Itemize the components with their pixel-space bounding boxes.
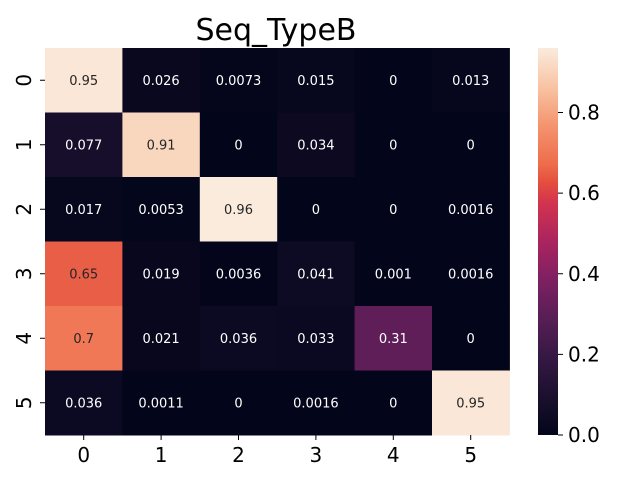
cell-label-r3-c4: 0.001 xyxy=(375,267,412,282)
heatmap-cells xyxy=(45,48,510,436)
cell-label-r5-c5: 0.95 xyxy=(456,396,485,411)
x-axis: 0 1 2 3 4 5 xyxy=(77,435,477,467)
heatmap-cell-r1-c2 xyxy=(199,112,278,178)
heatmap-cell-r2-c1 xyxy=(122,177,201,242)
heatmap-cell-r5-c2 xyxy=(199,370,278,436)
heatmap-cell-r4-c4 xyxy=(354,306,433,371)
heatmap-cell-r4-c0 xyxy=(45,306,123,371)
heatmap-cell-r0-c0 xyxy=(45,48,123,113)
chart-title: Seq_TypeB xyxy=(195,13,356,48)
cell-label-r4-c2: 0.036 xyxy=(220,332,257,347)
heatmap-cell-r3-c0 xyxy=(45,241,123,307)
cell-label-r3-c3: 0.041 xyxy=(297,267,334,282)
cell-label-r4-c3: 0.033 xyxy=(297,332,334,347)
y-axis: 0 1 2 3 4 5 xyxy=(12,74,45,409)
cell-label-r3-c2: 0.0036 xyxy=(216,267,262,282)
cell-label-r1-c1: 0.91 xyxy=(147,138,176,153)
x-tick-label-0: 0 xyxy=(77,443,90,467)
cell-label-r5-c1: 0.0011 xyxy=(138,396,184,411)
colorbar-tick-label-0: 0.0 xyxy=(568,423,600,447)
colorbar-tick-label-3: 0.6 xyxy=(568,181,600,205)
colorbar xyxy=(538,48,558,435)
cell-label-r4-c0: 0.7 xyxy=(73,332,94,347)
cell-label-r2-c2: 0.96 xyxy=(224,203,253,218)
heatmap-cell-r3-c5 xyxy=(432,241,510,307)
heatmap-cell-r0-c3 xyxy=(277,48,356,113)
cell-label-r5-c3: 0.0016 xyxy=(293,396,339,411)
cell-label-r1-c4: 0 xyxy=(389,138,397,153)
cell-label-r0-c4: 0 xyxy=(389,74,397,89)
cell-label-r3-c5: 0.0016 xyxy=(448,267,494,282)
y-tick-label-0: 0 xyxy=(12,74,36,87)
heatmap-cell-r1-c4 xyxy=(354,112,433,178)
cell-label-r3-c1: 0.019 xyxy=(142,267,179,282)
y-tick-label-2: 2 xyxy=(12,203,36,216)
heatmap-cell-r0-c5 xyxy=(432,48,510,113)
y-tick-label-5: 5 xyxy=(12,396,36,409)
cell-label-r4-c5: 0 xyxy=(467,332,475,347)
cell-label-r1-c2: 0 xyxy=(234,138,242,153)
heatmap-cell-r2-c4 xyxy=(354,177,433,242)
heatmap-cell-r3-c1 xyxy=(122,241,201,307)
cell-label-r5-c2: 0 xyxy=(234,396,242,411)
heatmap-cell-r0-c1 xyxy=(122,48,201,113)
cell-label-r2-c0: 0.017 xyxy=(65,203,102,218)
cell-label-r3-c0: 0.65 xyxy=(69,267,98,282)
heatmap-cell-r1-c1 xyxy=(122,112,201,178)
cell-annotations: 0.95 0.026 0.0073 0.015 0 0.013 0.077 0.91 0 0.03… xyxy=(65,74,493,412)
x-tick-label-1: 1 xyxy=(155,443,168,467)
cell-label-r4-c1: 0.021 xyxy=(142,332,179,347)
heatmap-cell-r4-c3 xyxy=(277,306,356,371)
x-tick-label-4: 4 xyxy=(387,443,400,467)
cell-label-r1-c5: 0 xyxy=(467,138,475,153)
cell-label-r5-c4: 0 xyxy=(389,396,397,411)
y-tick-label-3: 3 xyxy=(12,267,36,280)
cell-label-r0-c2: 0.0073 xyxy=(216,74,262,89)
heatmap-cell-r4-c2 xyxy=(199,306,278,371)
cell-label-r0-c1: 0.026 xyxy=(142,74,179,89)
x-tick-label-2: 2 xyxy=(232,443,245,467)
heatmap-cell-r5-c5 xyxy=(432,370,510,436)
heatmap-cell-r5-c3 xyxy=(277,370,356,436)
heatmap-cell-r1-c5 xyxy=(432,112,510,178)
x-tick-label-3: 3 xyxy=(310,443,323,467)
cell-label-r1-c3: 0.034 xyxy=(297,138,334,153)
heatmap-cell-r1-c3 xyxy=(277,112,356,178)
x-tick-label-5: 5 xyxy=(464,443,477,467)
heatmap-cell-r2-c2 xyxy=(199,177,278,242)
heatmap-cell-r5-c1 xyxy=(122,370,201,436)
cell-label-r5-c0: 0.036 xyxy=(65,396,102,411)
cell-label-r2-c4: 0 xyxy=(389,203,397,218)
heatmap-cell-r5-c4 xyxy=(354,370,433,436)
colorbar-tick-label-2: 0.4 xyxy=(568,262,600,286)
cell-label-r0-c3: 0.015 xyxy=(297,74,334,89)
heatmap-cell-r2-c5 xyxy=(432,177,510,242)
cell-label-r2-c3: 0 xyxy=(312,203,320,218)
colorbar-tick-label-4: 0.8 xyxy=(568,101,600,125)
heatmap-cell-r4-c1 xyxy=(122,306,201,371)
heatmap-cell-r4-c5 xyxy=(432,306,510,371)
y-tick-label-1: 1 xyxy=(12,138,36,151)
heatmap-cell-r5-c0 xyxy=(45,370,123,436)
heatmap-cell-r3-c3 xyxy=(277,241,356,307)
heatmap-cell-r1-c0 xyxy=(45,112,123,178)
heatmap-cell-r2-c3 xyxy=(277,177,356,242)
colorbar-ticks: 0.0 0.2 0.4 0.6 0.8 xyxy=(558,101,600,447)
cell-label-r4-c4: 0.31 xyxy=(379,332,408,347)
y-tick-label-4: 4 xyxy=(12,332,36,345)
cell-label-r0-c5: 0.013 xyxy=(452,74,489,89)
heatmap-cell-r0-c2 xyxy=(199,48,278,113)
colorbar-tick-label-1: 0.2 xyxy=(568,342,600,366)
heatmap-cell-r3-c2 xyxy=(199,241,278,307)
cell-label-r2-c5: 0.0016 xyxy=(448,203,494,218)
heatmap-cell-r0-c4 xyxy=(354,48,433,113)
heatmap-cell-r3-c4 xyxy=(354,241,433,307)
heatmap-cell-r2-c0 xyxy=(45,177,123,242)
cell-label-r2-c1: 0.0053 xyxy=(138,203,184,218)
cell-label-r1-c0: 0.077 xyxy=(65,138,102,153)
cell-label-r0-c0: 0.95 xyxy=(69,74,98,89)
